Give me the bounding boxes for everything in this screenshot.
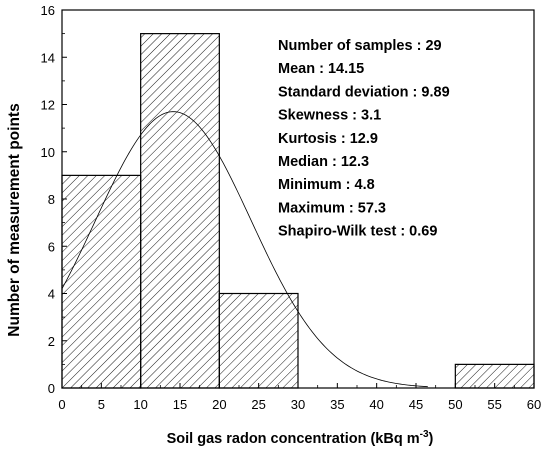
normal-fit-curve: [61, 111, 428, 388]
histogram-bar: [61, 174, 142, 389]
y-tick-label: 6: [48, 239, 55, 254]
stats-box: Number of samples : 29 Mean : 14.15 Standa…: [278, 38, 450, 240]
x-axis-label-end: ): [429, 431, 434, 447]
y-tick-label: 0: [48, 381, 55, 396]
stats-line: Shapiro-Wilk test : 0.69: [278, 224, 437, 240]
x-tick-label: 40: [369, 397, 383, 412]
y-tick-label: 16: [41, 3, 55, 18]
x-axis-label-superscript: -3: [420, 429, 429, 440]
x-axis-ticks: 0 5 10 15 20 25 30 35 40 45 50 55 60: [58, 383, 541, 412]
x-axis-label-main: Soil gas radon concentration (kBq m: [167, 431, 420, 447]
x-tick-label: 25: [251, 397, 265, 412]
y-tick-label: 14: [41, 50, 55, 65]
x-tick-label: 55: [487, 397, 501, 412]
y-axis-label: Number of measurement points: [6, 103, 23, 336]
histogram-bars: [61, 33, 535, 389]
x-tick-label: 0: [58, 397, 65, 412]
histogram-bar: [140, 33, 220, 389]
stats-line: Mean : 14.15: [278, 61, 364, 77]
stats-line: Number of samples : 29: [278, 38, 442, 54]
y-tick-label: 4: [48, 287, 55, 302]
histogram-bar: [218, 292, 299, 389]
x-tick-label: 15: [173, 397, 187, 412]
y-tick-label: 2: [48, 334, 55, 349]
x-tick-label: 20: [212, 397, 226, 412]
x-tick-label: 45: [409, 397, 423, 412]
stats-line: Kurtosis : 12.9: [278, 131, 378, 147]
x-tick-label: 30: [291, 397, 305, 412]
stats-line: Standard deviation : 9.89: [278, 84, 450, 100]
stats-line: Median : 12.3: [278, 154, 369, 170]
stats-line: Skewness : 3.1: [278, 108, 381, 124]
stats-line: Minimum : 4.8: [278, 177, 375, 193]
y-tick-label: 12: [41, 98, 55, 113]
x-tick-label: 35: [330, 397, 344, 412]
x-axis-label: Soil gas radon concentration (kBq m-3): [167, 429, 434, 447]
x-tick-label: 5: [98, 397, 105, 412]
x-tick-label: 60: [527, 397, 541, 412]
x-tick-label: 10: [133, 397, 147, 412]
y-tick-label: 10: [41, 145, 55, 160]
y-tick-label: 8: [48, 192, 55, 207]
stats-line: Maximum : 57.3: [278, 200, 386, 216]
x-tick-label: 50: [448, 397, 462, 412]
y-axis-ticks: 0 2 4 6 8 10 12 14 16: [41, 3, 67, 396]
